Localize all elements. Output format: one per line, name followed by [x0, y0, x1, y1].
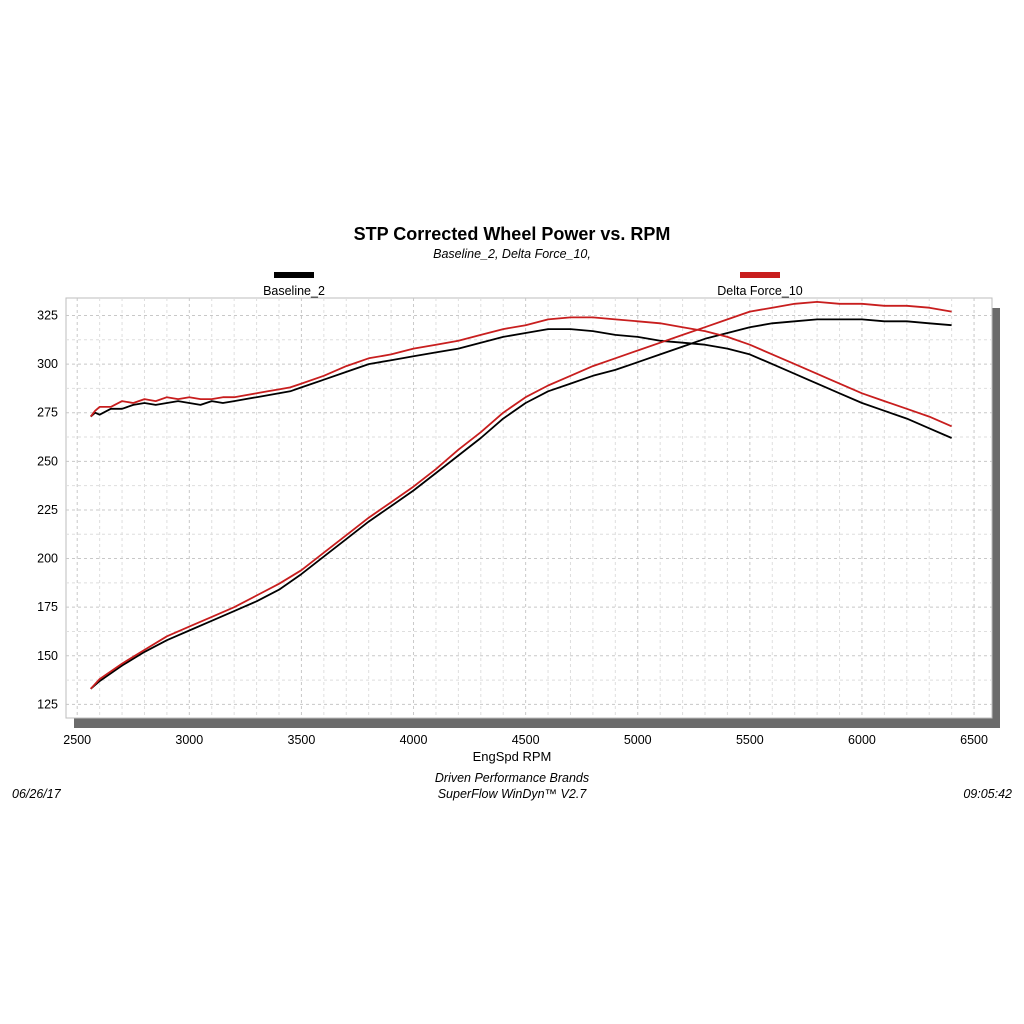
series-line-baseline-power	[90, 318, 952, 690]
y-tick-label: 275	[37, 406, 58, 420]
x-axis-label: EngSpd RPM	[472, 749, 552, 764]
y-tick-label: 200	[37, 552, 58, 566]
y-tick-label: 150	[37, 649, 58, 663]
x-tick-label: 2500	[63, 733, 91, 747]
x-tick-label: 4500	[512, 733, 540, 747]
y-tick-label: 300	[37, 357, 58, 371]
y-tick-label: 175	[37, 600, 58, 614]
legend-label-delta-force: Delta Force_10	[717, 284, 803, 298]
legend-swatch-delta-force	[740, 272, 780, 278]
x-tick-label: 6000	[848, 733, 876, 747]
series-line-delta-force-power	[90, 301, 952, 690]
x-tick-label: 4000	[400, 733, 428, 747]
legend-item-baseline: Baseline_2	[214, 272, 374, 298]
footer-date: 06/26/17	[12, 787, 61, 801]
y-tick-label: 325	[37, 309, 58, 323]
y-tick-label: 250	[37, 454, 58, 468]
x-tick-label: 3000	[175, 733, 203, 747]
y-tick-label: 125	[37, 697, 58, 711]
footer-software: SuperFlow WinDyn™ V2.7	[437, 787, 587, 801]
series-line-delta-force-torque	[89, 316, 952, 428]
x-tick-label: 6500	[960, 733, 988, 747]
legend-label-baseline: Baseline_2	[263, 284, 325, 298]
x-tick-label: 5000	[624, 733, 652, 747]
footer-time: 09:05:42	[963, 787, 1012, 801]
x-tick-label: 5500	[736, 733, 764, 747]
y-tick-label: 225	[37, 503, 58, 517]
legend-swatch-baseline	[274, 272, 314, 278]
plot-area	[65, 297, 993, 719]
chart-subtitle: Baseline_2, Delta Force_10,	[433, 247, 591, 261]
x-tick-label: 3500	[288, 733, 316, 747]
series-line-baseline-torque	[90, 328, 952, 439]
footer-company: Driven Performance Brands	[434, 771, 590, 785]
legend-item-delta-force: Delta Force_10	[680, 272, 840, 298]
chart-title: STP Corrected Wheel Power vs. RPM	[353, 224, 671, 244]
